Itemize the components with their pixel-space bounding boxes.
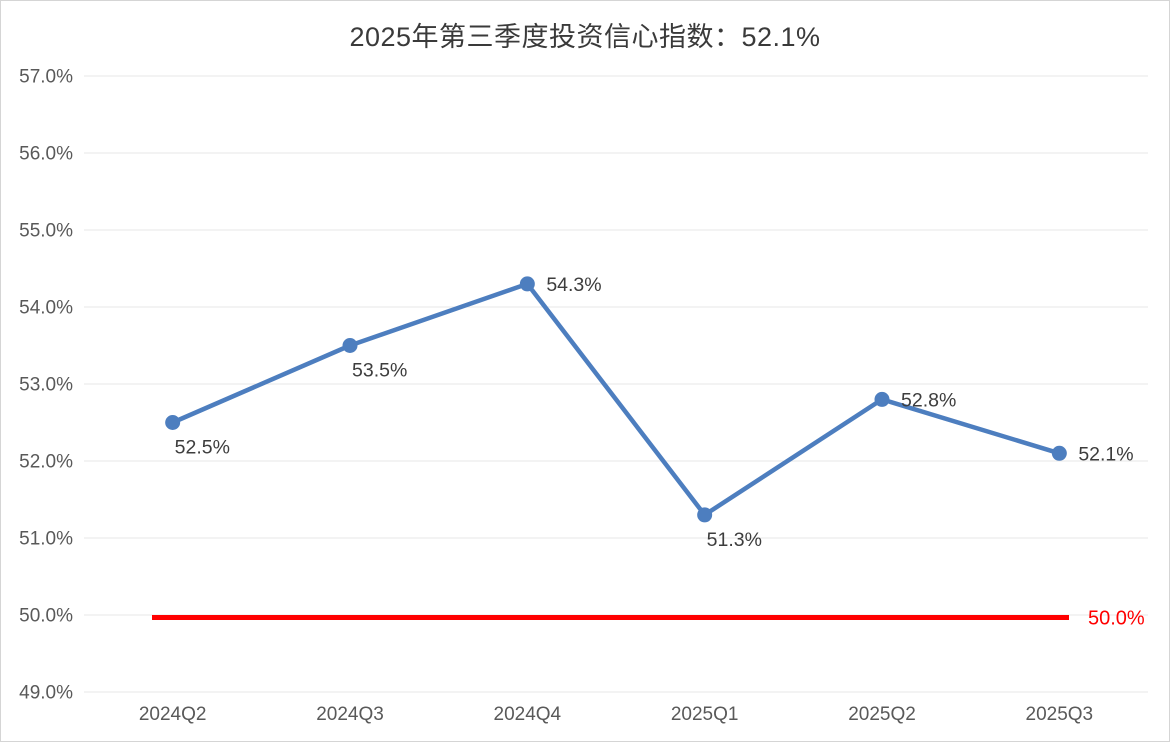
x-axis-tick-label: 2024Q3 <box>316 704 384 725</box>
x-axis-tick-label: 2025Q2 <box>848 704 916 725</box>
data-point-label: 52.1% <box>1078 443 1133 465</box>
data-point-label: 53.5% <box>352 360 407 382</box>
x-axis-tick-label: 2025Q3 <box>1026 704 1094 725</box>
x-axis-tick-label: 2024Q4 <box>494 704 562 725</box>
reference-line-label: 50.0% <box>1088 608 1145 630</box>
x-axis-tick-label: 2025Q1 <box>671 704 739 725</box>
data-point-label: 51.3% <box>707 529 762 551</box>
y-axis-tick-label: 52.0% <box>19 452 73 473</box>
data-point-marker <box>519 276 535 292</box>
data-point-marker <box>697 507 713 523</box>
data-point-marker <box>1051 445 1067 461</box>
trend-line <box>170 281 1062 518</box>
data-point-marker <box>342 338 358 353</box>
data-point-label: 54.3% <box>546 274 601 296</box>
y-axis-tick-label: 54.0% <box>19 298 73 319</box>
y-axis-tick-label: 51.0% <box>19 529 73 550</box>
data-point-marker <box>874 391 890 407</box>
data-point-label: 52.5% <box>175 437 230 459</box>
data-point-label: 52.8% <box>901 389 956 411</box>
y-axis-tick-label: 55.0% <box>19 221 73 242</box>
x-axis-tick-label: 2024Q2 <box>139 704 207 725</box>
data-point-marker <box>165 415 181 430</box>
y-axis-tick-label: 57.0% <box>19 67 73 88</box>
y-axis-tick-label: 53.0% <box>19 375 73 396</box>
chart-title: 2025年第三季度投资信心指数：52.1% <box>349 22 821 52</box>
y-axis-tick-label: 49.0% <box>19 683 73 704</box>
y-axis-tick-label: 50.0% <box>19 606 73 627</box>
y-axis-tick-label: 56.0% <box>19 144 73 165</box>
